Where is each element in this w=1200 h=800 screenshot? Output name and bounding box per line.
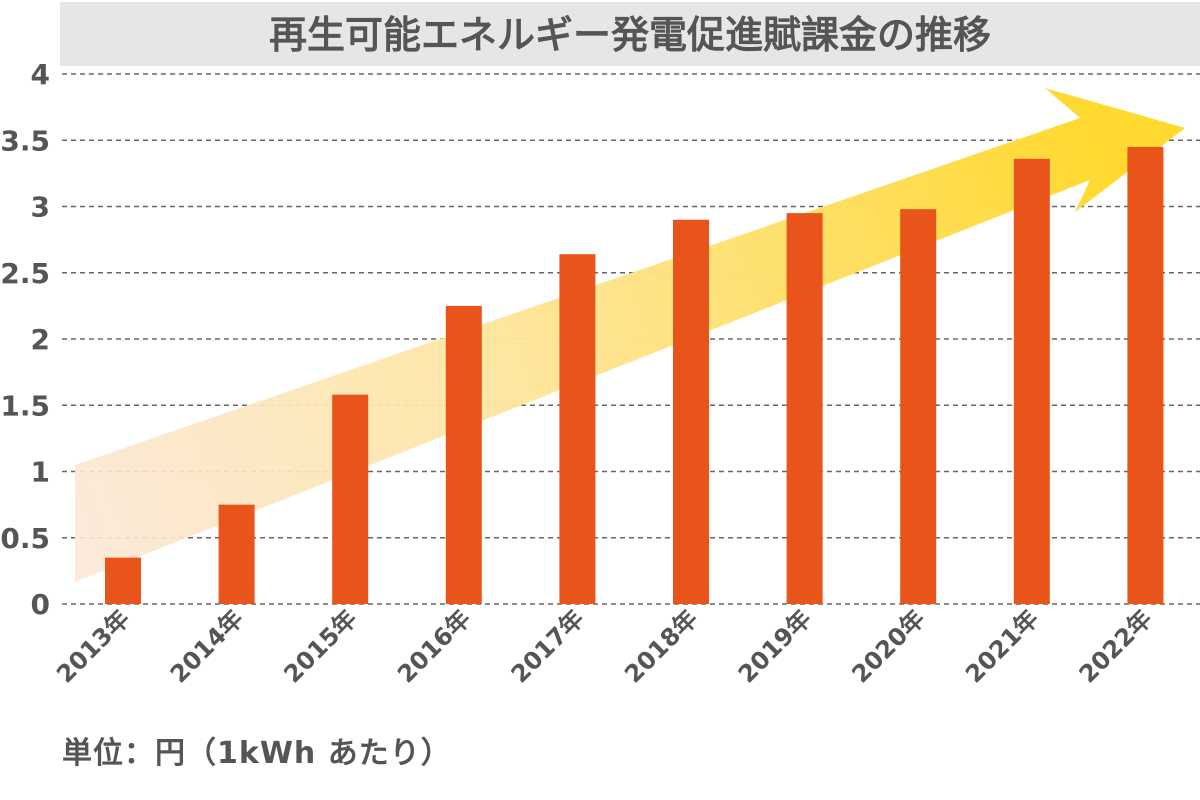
bar (1127, 146, 1164, 604)
y-tick-label: 1 (31, 456, 50, 489)
x-tick-label: 2015年 (278, 604, 362, 688)
y-tick-label: 0.5 (0, 522, 50, 555)
bar (786, 213, 823, 604)
bar (332, 394, 369, 604)
y-tick-label: 0 (31, 588, 50, 621)
bar (673, 219, 709, 604)
bar (559, 254, 596, 604)
x-tick-label: 2014年 (165, 604, 249, 688)
x-tick-label: 2017年 (506, 604, 590, 688)
x-tick-label: 2020年 (846, 604, 930, 688)
bars (105, 146, 1164, 605)
x-tick-label: 2018年 (619, 604, 703, 688)
y-tick-label: 3.5 (0, 124, 50, 157)
y-tick-label: 4 (31, 58, 50, 91)
y-tick-label: 3 (31, 191, 50, 224)
bar (445, 305, 482, 604)
y-axis-tick-labels: 0 0.5 1 1.5 2 2.5 3 3.5 4 (0, 58, 50, 621)
bar (105, 557, 141, 604)
bar (218, 504, 255, 604)
x-tick-label: 2016年 (392, 604, 476, 688)
unit-label: 単位：円（1kWh あたり） (62, 736, 452, 771)
bar (900, 209, 937, 604)
x-tick-label: 2022年 (1074, 604, 1158, 688)
bar (1013, 158, 1050, 605)
x-tick-label: 2019年 (733, 604, 817, 688)
x-axis-tick-labels: 2013年 2014年 2015年 2016年 2017年 2018年 2019年 2020年… (51, 604, 1157, 688)
y-tick-label: 1.5 (0, 389, 50, 422)
y-tick-label: 2.5 (0, 257, 50, 290)
x-tick-label: 2021年 (960, 604, 1044, 688)
x-tick-label: 2013年 (51, 604, 135, 688)
y-tick-label: 2 (31, 323, 50, 356)
chart-title: 再生可能エネルギー発電促進賦課金の推移 (269, 13, 991, 57)
title-background (60, 2, 1200, 66)
